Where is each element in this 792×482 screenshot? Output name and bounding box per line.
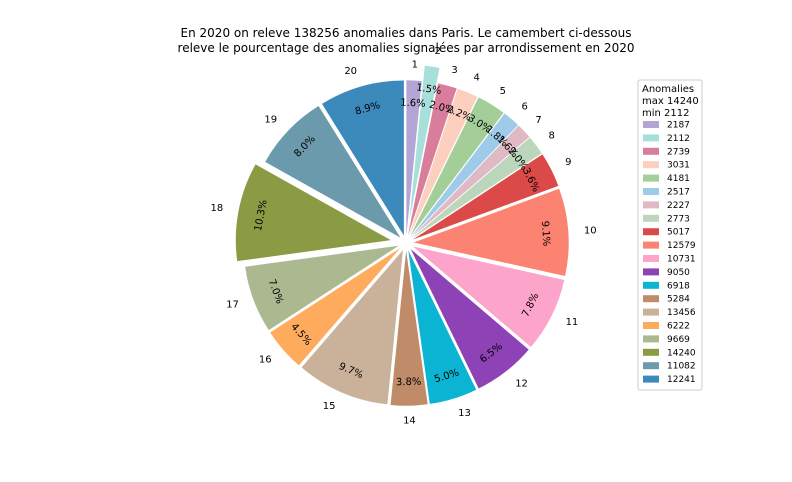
pie-slice-7	[411, 125, 530, 238]
pie-slice-19	[265, 106, 401, 238]
pie-slice-16	[270, 248, 401, 366]
pie-percent-label-1: 1.6%	[400, 98, 426, 110]
legend-label-4: 3031	[667, 161, 690, 171]
pie-slice-3	[407, 83, 457, 236]
legend-label-17: 9669	[667, 335, 690, 345]
pie-slice-12	[410, 249, 529, 389]
legend-swatch-1	[643, 121, 659, 128]
pie-slice-1	[406, 80, 422, 236]
legend-swatch-9	[643, 228, 659, 236]
pie-percent-label-14: 3.8%	[396, 377, 422, 388]
legend-swatch-8	[643, 214, 659, 222]
legend-swatch-18	[643, 348, 659, 356]
legend-swatch-17	[643, 335, 659, 343]
legend-label-13: 6918	[667, 281, 690, 291]
legend-label-18: 14240	[667, 348, 696, 358]
legend-swatch-14	[643, 295, 659, 303]
legend-title-line-1: Anomalies	[642, 84, 694, 95]
pie-slice-18	[235, 164, 391, 262]
chart-title-line-2: releve le pourcentage des anomalies sign…	[178, 41, 635, 55]
legend-label-10: 12579	[667, 241, 696, 251]
legend-label-3: 2739	[667, 147, 690, 157]
pie-category-label-3: 3	[451, 65, 457, 76]
legend-label-20: 12241	[667, 375, 696, 385]
pie-category-label-9: 9	[565, 157, 571, 168]
pie-category-label-19: 19	[264, 114, 277, 125]
legend-label-2: 2112	[667, 134, 690, 144]
pie-slice-15	[301, 250, 403, 405]
legend-swatch-12	[643, 268, 659, 276]
legend-label-16: 6222	[667, 322, 690, 332]
pie-category-label-2: 2	[434, 46, 440, 57]
pie-category-label-1: 1	[412, 59, 418, 70]
legend-swatch-4	[643, 161, 659, 169]
chart-title-line-1: En 2020 on releve 138256 anomalies dans …	[181, 26, 632, 40]
pie-category-label-12: 12	[515, 378, 528, 389]
pie-category-label-20: 20	[344, 66, 357, 77]
pie-slice-17	[245, 245, 399, 331]
pie-percent-label-10: 9.1%	[539, 221, 552, 247]
legend-label-7: 2227	[667, 201, 690, 211]
pie-category-label-15: 15	[323, 401, 336, 412]
legend-swatch-20	[643, 375, 659, 383]
legend-title-line-2: max 14240	[642, 96, 699, 107]
pie-slice-6	[411, 113, 519, 238]
legend-label-9: 5017	[667, 228, 690, 238]
pie-category-label-14: 14	[403, 416, 416, 427]
legend-label-1: 2187	[667, 121, 690, 131]
pie-percent-label-2: 1.5%	[415, 82, 442, 97]
pie-category-label-11: 11	[566, 317, 579, 328]
pie-category-label-10: 10	[584, 225, 597, 236]
legend-label-12: 9050	[667, 268, 690, 278]
pie-slice-5	[410, 97, 504, 237]
legend-swatch-16	[643, 322, 659, 329]
pie-category-label-7: 7	[535, 115, 541, 126]
pie-slice-20	[322, 80, 404, 236]
pie-category-label-16: 16	[259, 355, 272, 366]
legend-label-8: 2773	[667, 214, 690, 224]
pie-slice-10	[413, 188, 569, 277]
legend-swatch-10	[643, 241, 659, 249]
legend-swatch-2	[643, 134, 659, 142]
legend-label-5: 4181	[667, 174, 690, 184]
legend-label-6: 2517	[667, 188, 690, 198]
legend-label-15: 13456	[667, 308, 696, 318]
pie-category-label-18: 18	[211, 203, 224, 214]
pie-category-label-4: 4	[474, 73, 480, 84]
legend-title-line-3: min 2112	[642, 108, 690, 119]
pie-slice-11	[412, 246, 565, 347]
pie-slice-14	[390, 250, 428, 406]
legend-swatch-11	[643, 255, 659, 262]
legend-swatch-5	[643, 174, 659, 182]
pie-category-label-5: 5	[500, 86, 506, 97]
chart-legend: Anomalies max 14240 min 2112 2187 2112 273…	[637, 79, 703, 391]
pie-category-label-13: 13	[458, 408, 471, 419]
legend-swatch-3	[643, 147, 659, 155]
legend-label-11: 10731	[667, 255, 696, 265]
legend-items: 2187 2112 2739 3031 4181 2517 2227 2773 5017 1257…	[643, 121, 696, 385]
pie-slice-2	[409, 65, 440, 221]
pie-slice-8	[412, 137, 542, 239]
legend-swatch-15	[643, 308, 659, 316]
legend-swatch-13	[643, 281, 659, 289]
pie-slice-4	[408, 88, 478, 236]
legend-swatch-19	[643, 362, 659, 370]
pie-slice-13	[408, 250, 477, 404]
pie-slices	[235, 65, 569, 406]
legend-label-14: 5284	[667, 295, 690, 305]
legend-swatch-6	[643, 188, 659, 195]
pie-category-label-17: 17	[226, 300, 239, 311]
pie-slice-9	[412, 154, 559, 240]
legend-swatch-7	[643, 201, 659, 209]
pie-category-label-6: 6	[521, 102, 527, 113]
legend-label-19: 11082	[667, 362, 696, 372]
pie-category-label-8: 8	[548, 130, 554, 141]
